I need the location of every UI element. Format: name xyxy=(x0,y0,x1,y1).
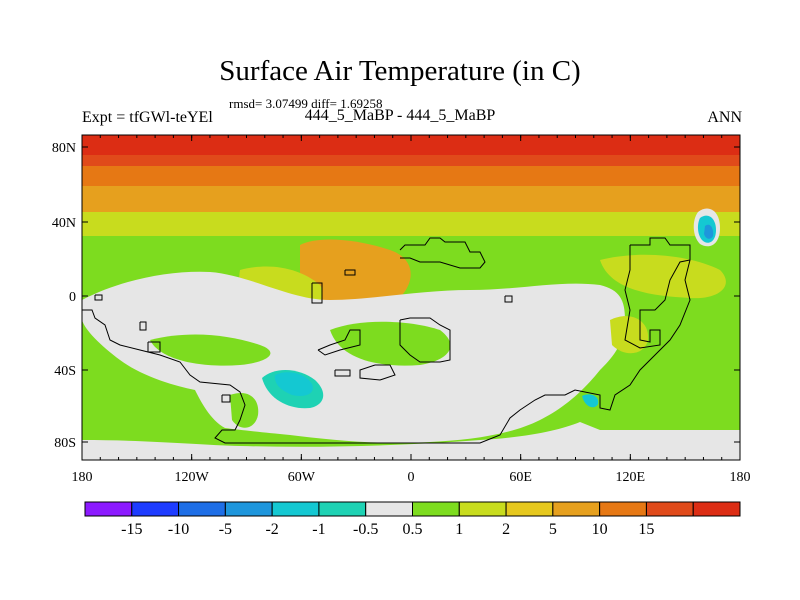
map-title: Surface Air Temperature (in C) xyxy=(219,55,581,87)
lon-tick-label: 60E xyxy=(509,470,532,485)
lon-tick-label: 60W xyxy=(288,470,316,485)
colorbar-label: 0.5 xyxy=(403,521,423,538)
colorbar-swatch xyxy=(458,501,507,517)
lat-tick-label: 40N xyxy=(52,216,76,231)
colorbar-swatch xyxy=(645,501,694,517)
colorbar-label: 10 xyxy=(592,521,608,538)
colorbar-label: -2 xyxy=(265,521,278,538)
colorbar-label: -5 xyxy=(219,521,232,538)
stats-text: rmsd= 3.07499 diff= 1.69258 xyxy=(229,96,383,111)
colorbar-swatch xyxy=(84,501,133,517)
colorbar-swatch xyxy=(131,501,180,517)
band-orange-red xyxy=(82,155,740,167)
region-green-patch xyxy=(230,392,259,428)
colorbar-label: 5 xyxy=(549,521,557,538)
band-orange xyxy=(82,166,740,188)
anomaly-cyan-south-core xyxy=(274,372,313,396)
colorbar-label: 1 xyxy=(455,521,463,538)
continent-outlines xyxy=(82,237,691,444)
region-orange-tongue xyxy=(300,239,411,316)
lon-tick-label: 180 xyxy=(72,470,93,485)
colorbar-label: -10 xyxy=(168,521,189,538)
longitude-axis: 180 120W 60W 0 60E 120E 180 xyxy=(72,135,751,485)
colorbar-swatch xyxy=(505,501,554,517)
colorbar-swatch xyxy=(365,501,414,517)
colorbar-swatch xyxy=(599,501,647,517)
colorbar-swatch xyxy=(271,501,320,517)
colorbar-swatch xyxy=(692,501,741,517)
band-red xyxy=(82,135,740,157)
region-green-pacific xyxy=(150,334,271,366)
lat-tick-label: 80N xyxy=(52,141,76,156)
region-yellow-patch xyxy=(610,316,649,354)
lon-tick-label: 120E xyxy=(616,470,646,485)
colorbar-label: -0.5 xyxy=(353,521,378,538)
region-gray-south xyxy=(82,422,740,460)
region-yellow-east xyxy=(600,254,726,299)
colorbar-swatch xyxy=(552,501,601,517)
anomaly-cyan-east xyxy=(582,394,599,408)
temperature-field xyxy=(82,135,740,460)
lon-tick-label: 0 xyxy=(408,470,415,485)
anomaly-asia-blue xyxy=(704,224,714,239)
band-yellow xyxy=(82,212,740,238)
colorbar-swatch xyxy=(318,501,367,517)
comparison-label: 444_5_MaBP - 444_5_MaBP xyxy=(304,107,496,124)
season-label: ANN xyxy=(707,109,742,126)
lon-tick-label: 180 xyxy=(730,470,751,485)
colorbar-label: 2 xyxy=(502,521,510,538)
latitude-axis: 80N 40N 0 40S 80S xyxy=(52,141,740,451)
colorbar-swatch xyxy=(178,501,226,517)
lat-tick-label: 80S xyxy=(54,436,76,451)
region-green-east-patch xyxy=(575,398,606,424)
colorbar-label: -1 xyxy=(312,521,325,538)
colorbar-label: -15 xyxy=(121,521,142,538)
band-light-orange xyxy=(82,186,740,214)
lon-tick-label: 120W xyxy=(175,470,210,485)
region-gray-main xyxy=(82,271,625,443)
lat-tick-label: 40S xyxy=(54,364,76,379)
lat-tick-label: 0 xyxy=(69,290,76,305)
experiment-label: Expt = tfGWl-teYEl xyxy=(82,109,213,126)
colorbar: -15 -10 -5 -2 -1 -0.5 0.5 1 2 5 10 15 xyxy=(84,501,741,538)
colorbar-swatch xyxy=(412,501,460,517)
colorbar-swatch xyxy=(224,501,273,517)
colorbar-label: 15 xyxy=(638,521,654,538)
